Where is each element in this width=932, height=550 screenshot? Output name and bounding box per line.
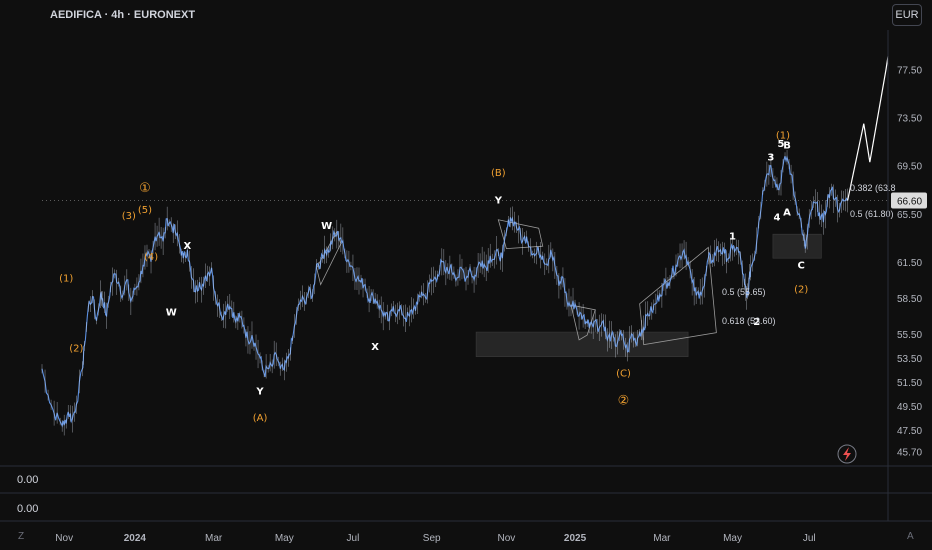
wave-label: (C) [616, 369, 631, 380]
wave-label: A [783, 208, 791, 219]
x-tick-label: Sep [423, 533, 441, 544]
x-tick-label: May [723, 533, 742, 544]
wave-label: (1) [776, 131, 790, 142]
axes: 77.50 73.50 69.50 65.50 61.50 58.50 55.50 53.50… [0, 30, 932, 544]
x-tick-label: 2024 [124, 533, 147, 544]
wave-label: Y [255, 387, 264, 398]
fib-zone [475, 331, 689, 357]
x-tick-label: Jul [803, 533, 816, 544]
wave-label: (3) [122, 211, 136, 222]
x-tick-label: Nov [497, 533, 515, 544]
wave-label: B [783, 140, 791, 151]
indicator-pane-2-value: 0.00 [17, 503, 39, 515]
wave-label: X [184, 241, 192, 252]
fib-level-label: 0.382 (63.8 [850, 183, 896, 193]
x-tick-label: Mar [205, 533, 223, 544]
y-tick-label: 53.50 [897, 354, 922, 365]
lightning-icon[interactable] [837, 444, 857, 464]
wave-label: 1 [729, 232, 736, 243]
chart-title: AEDIFICA · 4h · EURONEXT [50, 9, 196, 21]
fib-zones [475, 233, 822, 357]
projection-series [847, 56, 889, 201]
y-tick-label: 69.50 [897, 162, 922, 173]
x-tick-label: 2025 [564, 533, 587, 544]
fib-level-labels: 0.5 (55.65) 0.618 (53.60) 0.382 (63.8 0.5 (… [722, 183, 896, 326]
wave-labels: (1)(2)(3)(5)①(4)XWY(A)WX(B)Y(C)②12(1)35B… [59, 131, 808, 424]
fib-level-label: 0.618 (53.60) [722, 316, 776, 326]
wave-label: W [166, 307, 177, 318]
fib-zone [772, 233, 822, 259]
log-toggle-icon[interactable]: Z [18, 531, 25, 542]
current-price-tag [891, 192, 927, 209]
y-tick-label: 55.50 [897, 330, 922, 341]
x-tick-label: Jul [347, 533, 360, 544]
wave-channel [497, 219, 544, 250]
y-tick-label: 77.50 [897, 66, 922, 77]
x-tick-label: May [275, 533, 294, 544]
wave-label: (2) [69, 343, 83, 354]
wave-label: (4) [144, 252, 158, 263]
wave-label: X [371, 342, 379, 353]
x-tick-label: Nov [55, 533, 73, 544]
wave-channel [316, 230, 342, 286]
auto-scale-icon[interactable]: A [907, 531, 914, 542]
wave-triangles [316, 219, 717, 346]
wave-channel [570, 304, 596, 341]
y-tick-label: 49.50 [897, 402, 922, 413]
wave-label: ① [139, 181, 151, 196]
wave-label: (A) [253, 413, 268, 424]
fib-level-label: 0.5 (55.65) [722, 287, 766, 297]
x-tick-label: Mar [653, 533, 671, 544]
wave-label: 5 [778, 139, 785, 150]
y-tick-label: 51.50 [897, 378, 922, 389]
current-price-label: 66.60 [897, 197, 922, 208]
fib-level-label: 0.5 (61.80) [850, 209, 894, 219]
y-tick-label: 58.50 [897, 294, 922, 305]
wave-label: 2 [753, 317, 760, 328]
price-series [41, 150, 849, 436]
wave-label: C [798, 260, 805, 271]
wave-label: (5) [138, 205, 152, 216]
y-tick-label: 73.50 [897, 114, 922, 125]
wave-label: 3 [767, 152, 774, 163]
y-tick-label: 61.50 [897, 258, 922, 269]
y-tick-label: 65.50 [897, 210, 922, 221]
currency-button[interactable]: EUR [892, 4, 922, 26]
projection-line [847, 56, 889, 201]
wave-label: (B) [491, 168, 506, 179]
wave-label: (2) [794, 284, 808, 295]
wave-label: (1) [59, 274, 73, 285]
y-tick-label: 45.70 [897, 448, 922, 459]
indicator-pane-1-value: 0.00 [17, 474, 39, 486]
wave-label: W [321, 221, 332, 232]
wave-label: Y [494, 196, 503, 207]
wave-label: ② [618, 394, 630, 409]
y-tick-label: 47.50 [897, 426, 922, 437]
wave-label: 4 [773, 212, 780, 223]
